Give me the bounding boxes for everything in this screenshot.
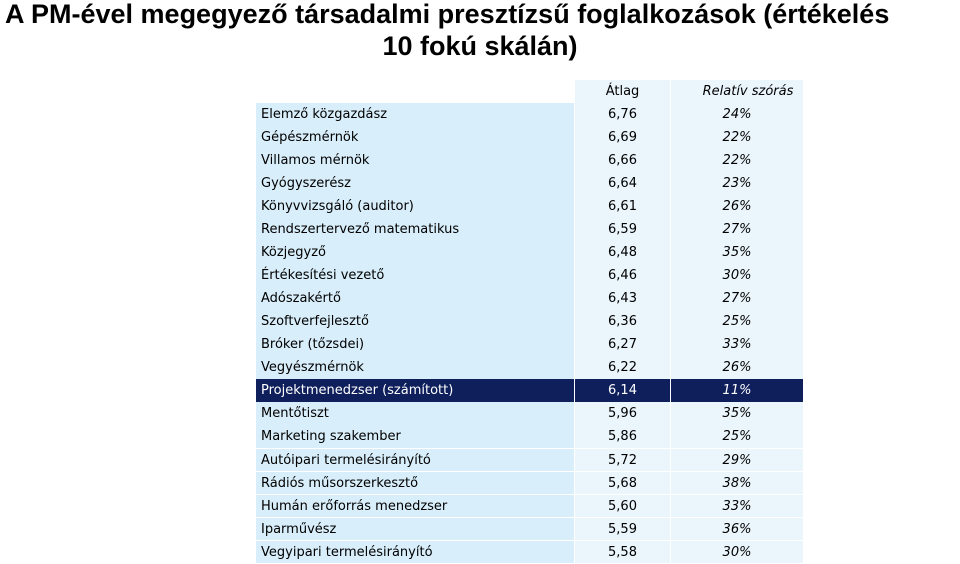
relative-std-cell: 23% <box>671 172 803 195</box>
header-empty-cell <box>256 80 574 103</box>
average-cell: 6,14 <box>575 379 670 403</box>
occupation-cell: Vegyipari termelésirányító <box>256 540 574 564</box>
relative-std-cell: 29% <box>671 448 803 472</box>
relative-std-cell: 22% <box>671 149 803 172</box>
average-cell: 5,60 <box>575 494 670 518</box>
relative-std-cell: 25% <box>671 310 803 334</box>
table-row: Értékesítési vezető 6,46 30% <box>256 264 803 288</box>
occupation-cell: Bróker (tőzsdei) <box>256 333 574 357</box>
occupation-cell: Elemző közgazdász <box>256 103 574 126</box>
occupation-cell: Vegyészmérnök <box>256 356 574 380</box>
relative-std-cell: 11% <box>671 379 803 403</box>
slide-title-line1: A PM-ével megegyező társadalmi presztízs… <box>5 0 890 29</box>
relative-std-cell: 36% <box>671 517 803 541</box>
relative-std-cell: 30% <box>671 540 803 564</box>
table-row: Gyógyszerész 6,64 23% <box>256 172 803 195</box>
table-row: Bróker (tőzsdei) 6,27 33% <box>256 333 803 357</box>
average-cell: 5,58 <box>575 540 670 564</box>
occupation-cell: Iparművész <box>256 517 574 541</box>
average-cell: 6,46 <box>575 264 670 288</box>
relative-std-cell: 38% <box>671 471 803 495</box>
average-cell: 6,36 <box>575 310 670 334</box>
slide-title-line2: 10 fokú skálán) <box>382 31 578 61</box>
table-row: Közjegyző 6,48 35% <box>256 241 803 265</box>
relative-std-cell: 35% <box>671 241 803 265</box>
header-relative-std: Relatív szórás <box>671 80 803 103</box>
relative-std-cell: 27% <box>671 218 803 242</box>
occupation-cell: Adószakértő <box>256 287 574 311</box>
relative-std-cell: 33% <box>671 333 803 357</box>
table-row: Gépészmérnök 6,69 22% <box>256 126 803 149</box>
average-cell: 5,68 <box>575 471 670 495</box>
table-row: Marketing szakember 5,86 25% <box>256 425 803 449</box>
average-cell: 6,61 <box>575 195 670 218</box>
average-cell: 5,59 <box>575 517 670 541</box>
average-cell: 5,86 <box>575 425 670 449</box>
average-cell: 6,27 <box>575 333 670 357</box>
relative-std-cell: 30% <box>671 264 803 288</box>
table-row: Mentőtiszt 5,96 35% <box>256 402 803 426</box>
table-row: Villamos mérnök 6,66 22% <box>256 149 803 172</box>
table-row: Vegyészmérnök 6,22 26% <box>256 356 803 380</box>
relative-std-cell: 26% <box>671 356 803 380</box>
occupation-cell: Szoftverfejlesztő <box>256 310 574 334</box>
relative-std-cell: 22% <box>671 126 803 149</box>
relative-std-cell: 35% <box>671 402 803 426</box>
occupation-cell: Humán erőforrás menedzser <box>256 494 574 518</box>
occupation-cell: Mentőtiszt <box>256 402 574 426</box>
table-row: Adószakértő 6,43 27% <box>256 287 803 311</box>
table-row: Szoftverfejlesztő 6,36 25% <box>256 310 803 334</box>
table-row: Vegyipari termelésirányító 5,58 30% <box>256 540 803 564</box>
occupation-cell: Értékesítési vezető <box>256 264 574 288</box>
occupation-cell: Villamos mérnök <box>256 149 574 172</box>
table-row: Könyvvizsgáló (auditor) 6,61 26% <box>256 195 803 218</box>
relative-std-cell: 27% <box>671 287 803 311</box>
table-row: Humán erőforrás menedzser 5,60 33% <box>256 494 803 518</box>
average-cell: 6,22 <box>575 356 670 380</box>
table-row: Elemző közgazdász 6,76 24% <box>256 103 803 126</box>
table-row: Autóipari termelésirányító 5,72 29% <box>256 448 803 472</box>
average-cell: 6,43 <box>575 287 670 311</box>
table-row: Rádiós műsorszerkesztő 5,68 38% <box>256 471 803 495</box>
slide-title: A PM-ével megegyező társadalmi presztízs… <box>0 0 960 62</box>
occupation-cell: Rádiós műsorszerkesztő <box>256 471 574 495</box>
occupation-cell: Könyvvizsgáló (auditor) <box>256 195 574 218</box>
occupation-cell: Projektmenedzser (számított) <box>256 379 574 403</box>
average-cell: 6,48 <box>575 241 670 265</box>
relative-std-cell: 24% <box>671 103 803 126</box>
table-row: Iparművész 5,59 36% <box>256 517 803 541</box>
average-cell: 6,66 <box>575 149 670 172</box>
occupation-cell: Autóipari termelésirányító <box>256 448 574 472</box>
table-header-row: Átlag Relatív szórás <box>256 80 803 103</box>
average-cell: 6,64 <box>575 172 670 195</box>
average-cell: 5,72 <box>575 448 670 472</box>
relative-std-cell: 25% <box>671 425 803 449</box>
occupation-cell: Közjegyző <box>256 241 574 265</box>
occupation-cell: Gyógyszerész <box>256 172 574 195</box>
occupation-cell: Marketing szakember <box>256 425 574 449</box>
header-average: Átlag <box>575 80 670 103</box>
occupation-cell: Rendszertervező matematikus <box>256 218 574 242</box>
average-cell: 6,59 <box>575 218 670 242</box>
table-row-highlighted: Projektmenedzser (számított) 6,14 11% <box>256 379 803 403</box>
prestige-table: Átlag Relatív szórás Elemző közgazdász 6,… <box>256 80 803 564</box>
relative-std-cell: 26% <box>671 195 803 218</box>
occupation-cell: Gépészmérnök <box>256 126 574 149</box>
average-cell: 6,76 <box>575 103 670 126</box>
table-row: Rendszertervező matematikus 6,59 27% <box>256 218 803 242</box>
relative-std-cell: 33% <box>671 494 803 518</box>
average-cell: 5,96 <box>575 402 670 426</box>
average-cell: 6,69 <box>575 126 670 149</box>
